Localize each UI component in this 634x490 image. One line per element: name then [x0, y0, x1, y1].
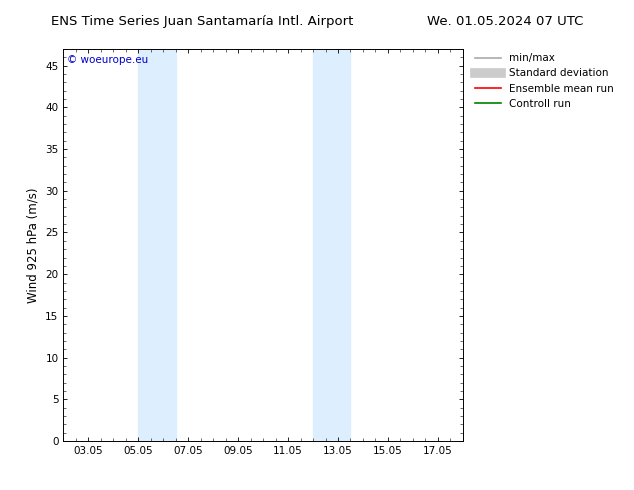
Text: We. 01.05.2024 07 UTC: We. 01.05.2024 07 UTC	[427, 15, 583, 28]
Text: ENS Time Series Juan Santamaría Intl. Airport: ENS Time Series Juan Santamaría Intl. Ai…	[51, 15, 353, 28]
Y-axis label: Wind 925 hPa (m/s): Wind 925 hPa (m/s)	[27, 187, 40, 303]
Bar	[138, 49, 176, 441]
Legend: min/max, Standard deviation, Ensemble mean run, Controll run: min/max, Standard deviation, Ensemble me…	[471, 49, 618, 113]
Text: © woeurope.eu: © woeurope.eu	[67, 55, 148, 65]
Bar	[313, 49, 351, 441]
